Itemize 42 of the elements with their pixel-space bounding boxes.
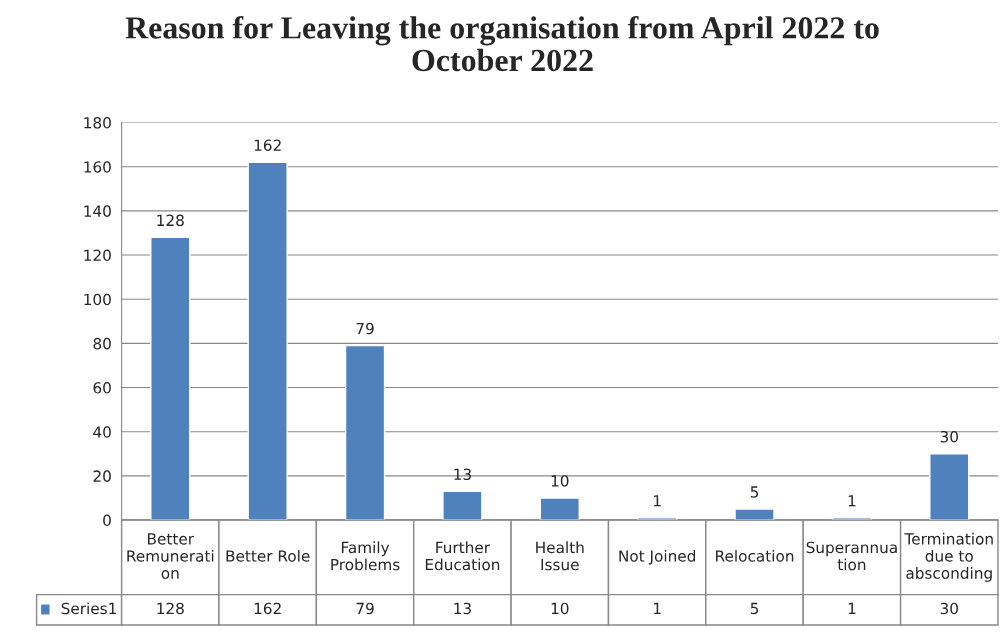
y-tick-label: 80	[93, 337, 111, 350]
x-tick-label: Termination due to absconding	[904, 532, 993, 582]
y-tick-label: 180	[84, 117, 111, 129]
chart-title: Reason for Leaving the organisation from April 2022 to October 2022	[125, 15, 879, 72]
x-tick-label: Better Remuneration	[127, 533, 214, 579]
data-label: 13	[454, 602, 471, 615]
text: 13	[454, 468, 471, 481]
data-label: 128	[157, 602, 184, 615]
text: 5	[750, 486, 759, 498]
data-label: 10	[551, 602, 569, 615]
text: 1	[653, 495, 661, 507]
x-tick-label: Further Education	[425, 541, 500, 571]
bar	[442, 490, 483, 521]
y-tick-label: 160	[84, 161, 111, 173]
y-tick-label: 100	[84, 293, 111, 306]
text: 79	[356, 322, 374, 335]
data-label: 162	[254, 602, 281, 615]
bar	[734, 508, 775, 521]
data-label: 30	[940, 602, 958, 615]
data-label: 79	[356, 602, 374, 615]
x-tick-label: Superannuation	[806, 541, 897, 571]
data-label: 1	[848, 602, 856, 615]
y-tick-label: 120	[84, 249, 111, 262]
text: 1	[848, 495, 856, 507]
text: 10	[551, 475, 569, 487]
x-tick-label: Better Role	[226, 549, 310, 562]
y-tick-label: 20	[93, 470, 111, 482]
x-tick-label: Health Issue	[536, 541, 584, 571]
y-tick-label: 60	[93, 382, 111, 394]
x-tick-label: Family Problems	[331, 541, 400, 571]
x-tick-label: Not Joined	[619, 549, 696, 565]
bar	[539, 497, 580, 521]
text: 30	[940, 430, 958, 443]
y-tick-label: 0	[103, 514, 111, 527]
data-label: 1	[653, 602, 661, 615]
y-tick-label: 40	[93, 426, 111, 438]
legend-label: Series1	[61, 602, 116, 615]
y-tick-label: 140	[84, 205, 111, 217]
text: 162	[254, 139, 281, 152]
data-label: 5	[750, 602, 759, 615]
x-tick-label: Relocation	[716, 549, 794, 562]
text: 128	[157, 214, 184, 227]
